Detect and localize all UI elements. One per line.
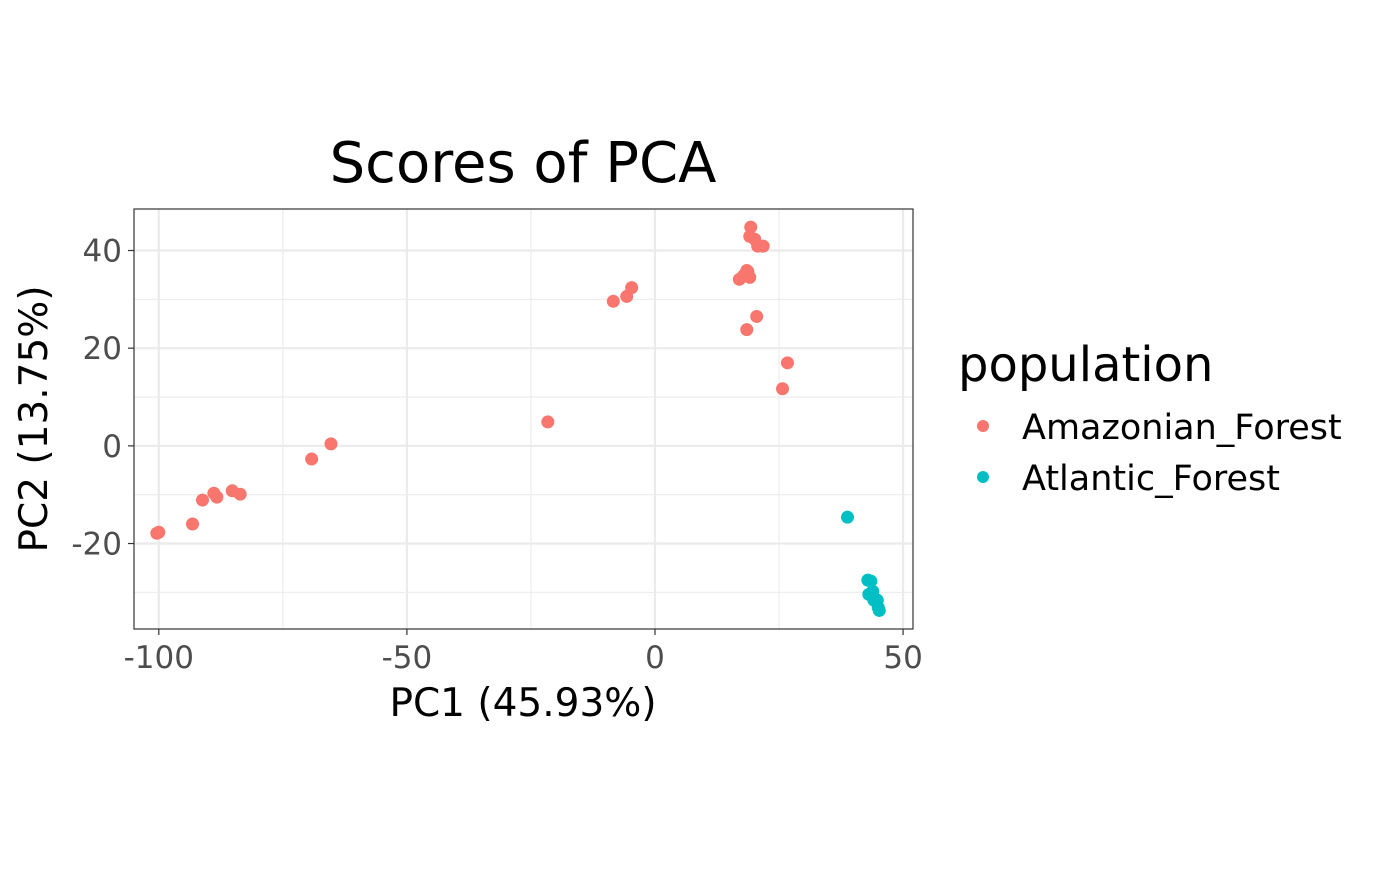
data-point	[841, 510, 855, 524]
data-point	[872, 603, 886, 617]
data-point	[606, 294, 620, 308]
legend-key-amazonian	[977, 420, 989, 432]
data-point	[780, 356, 794, 370]
legend-title: population	[958, 337, 1213, 393]
data-point	[195, 493, 209, 507]
y-axis-label: PC2 (13.75%)	[12, 285, 57, 552]
data-point	[186, 517, 200, 531]
x-tick-label: 50	[883, 640, 922, 676]
data-point	[864, 574, 878, 588]
data-point	[741, 265, 755, 279]
x-axis: -100 -50 0 50	[124, 629, 923, 676]
x-tick-label: 0	[645, 640, 665, 676]
x-axis-label: PC1 (45.93%)	[389, 681, 656, 726]
data-point	[776, 382, 790, 396]
legend-label-atlantic: Atlantic_Forest	[1022, 459, 1280, 499]
data-point	[324, 437, 338, 451]
legend-label-amazonian: Amazonian_Forest	[1022, 408, 1342, 448]
x-tick-label: -50	[382, 640, 433, 676]
points	[150, 220, 886, 617]
panel-border	[133, 208, 914, 630]
y-tick-label: 40	[83, 234, 122, 270]
y-tick-label: -20	[71, 527, 122, 563]
data-point	[305, 452, 319, 466]
data-point	[625, 281, 639, 295]
legend-key-atlantic	[977, 471, 989, 483]
data-point	[210, 490, 224, 504]
grid	[134, 209, 913, 629]
legend: population Amazonian_Forest Atlantic_For…	[958, 337, 1342, 499]
y-tick-label: 20	[83, 331, 122, 367]
data-point	[152, 525, 166, 539]
y-tick-label: 0	[102, 429, 122, 465]
y-axis: -20 0 20 40	[71, 234, 134, 563]
chart-title: Scores of PCA	[330, 131, 717, 196]
data-point	[756, 239, 770, 253]
data-point	[740, 323, 754, 337]
data-point	[233, 487, 247, 501]
panel-background	[134, 209, 913, 629]
x-tick-label: -100	[124, 640, 194, 676]
data-point	[541, 415, 555, 429]
data-point	[750, 309, 764, 323]
